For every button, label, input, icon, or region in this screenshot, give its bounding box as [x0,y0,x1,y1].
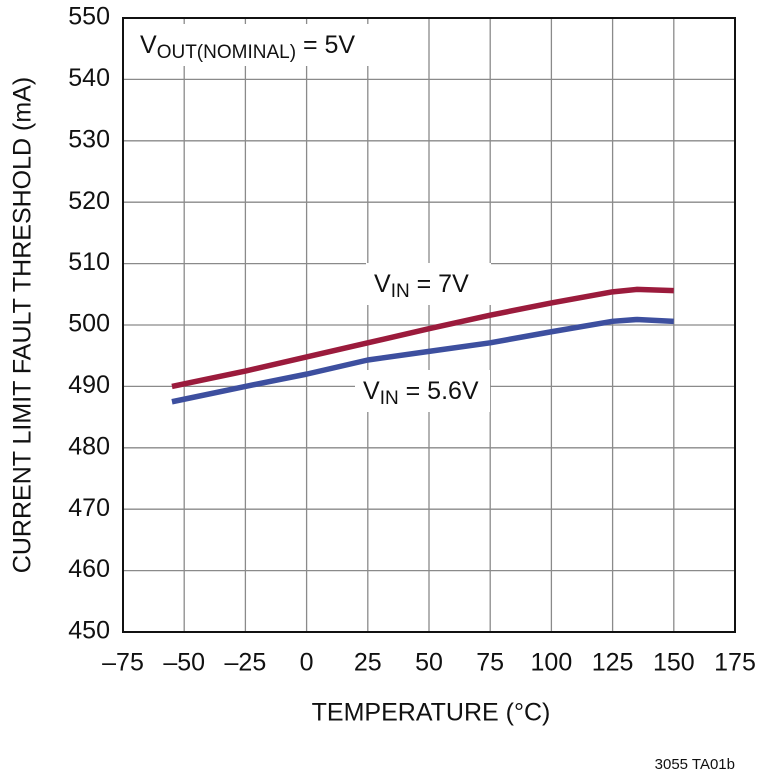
y-tick-label: 470 [68,494,110,522]
label-main: V [374,270,391,298]
x-tick-label: 25 [354,649,382,677]
label-background [366,263,491,305]
x-tick-label: 50 [415,649,443,677]
label-rest: = 7V [410,270,469,298]
y-tick-label: 510 [68,248,110,276]
label-sub: IN [380,388,399,409]
footnote: 3055 TA01b [655,756,735,773]
y-tick-label: 520 [68,187,110,215]
label-sub: IN [391,281,410,302]
x-tick-label: –25 [225,649,267,677]
y-tick-label: 540 [68,64,110,92]
x-axis-label: TEMPERATURE (°C) [312,699,551,727]
x-tick-label: –50 [163,649,205,677]
x-tick-label: –75 [102,649,144,677]
y-axis-label: CURRENT LIMIT FAULT THRESHOLD (mA) [9,77,37,573]
x-tick-label: 150 [653,649,695,677]
x-tick-label: 100 [531,649,573,677]
label-sub: OUT(NOMINAL) [157,42,296,63]
label-rest: = 5.6V [399,377,479,405]
annotation: VIN = 5.6V [363,377,479,409]
y-tick-label: 480 [68,432,110,460]
plot-border [122,17,736,633]
annotation: VOUT(NOMINAL) = 5V [140,31,355,63]
label-background [132,24,407,66]
y-tick-label: 450 [68,617,110,645]
y-tick-label: 490 [68,371,110,399]
label-rest: = 5V [296,31,355,59]
label-background [355,370,490,412]
label-main: V [140,31,157,59]
annotation: VIN = 7V [374,270,469,302]
x-tick-label: 0 [300,649,314,677]
y-tick-label: 460 [68,555,110,583]
y-tick-label: 530 [68,125,110,153]
y-tick-label: 500 [68,310,110,338]
x-tick-label: 125 [592,649,634,677]
x-tick-label: 175 [714,649,756,677]
x-tick-label: 75 [476,649,504,677]
series-line [171,286,674,390]
series-line [171,316,674,405]
label-main: V [363,377,380,405]
y-tick-label: 550 [68,3,110,31]
